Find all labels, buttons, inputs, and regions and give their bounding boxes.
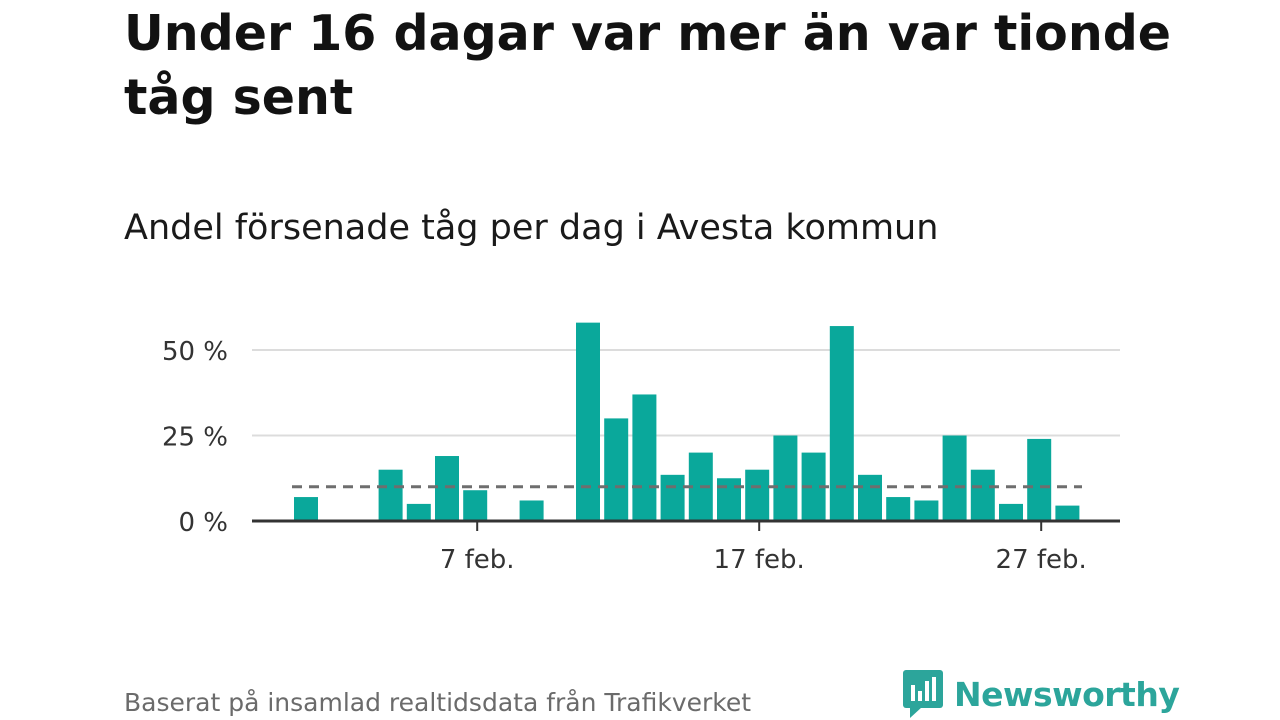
- bar: [519, 500, 544, 521]
- x-tick-label: 17 feb.: [714, 545, 805, 575]
- bar-chart-speech-bubble-icon: [903, 670, 943, 718]
- y-tick-label: 50 %: [162, 337, 228, 367]
- bar: [829, 326, 854, 521]
- y-axis-labels: 0 % 25 % 50 %: [162, 337, 228, 538]
- y-tick-label: 25 %: [162, 423, 228, 453]
- x-axis: [252, 519, 1120, 531]
- bar: [745, 469, 770, 521]
- bar: [773, 435, 798, 521]
- bar: [435, 456, 459, 521]
- bars: [294, 322, 1080, 521]
- grid-lines: [252, 349, 1120, 437]
- bar: [406, 503, 431, 521]
- bar: [858, 474, 882, 521]
- bar: [463, 490, 488, 521]
- source-note: Baserat på insamlad realtidsdata från Tr…: [124, 688, 752, 717]
- bar: [886, 497, 911, 521]
- x-tick-label: 7 feb.: [440, 545, 515, 575]
- bar: [999, 503, 1023, 521]
- bar: [378, 469, 403, 521]
- bar: [1027, 438, 1052, 521]
- bar: [942, 435, 967, 521]
- bar: [717, 478, 741, 521]
- bar: [970, 469, 995, 521]
- newsworthy-logo: Newsworthy: [902, 668, 1180, 720]
- chart-subtitle: Andel försenade tåg per dag i Avesta kom…: [124, 208, 939, 248]
- y-tick-label: 0 %: [178, 508, 228, 538]
- brand-name: Newsworthy: [954, 674, 1180, 714]
- bar: [604, 418, 629, 521]
- bar-chart: 0 % 25 % 50 % 7 feb. 17 feb. 27 feb.: [162, 322, 1120, 575]
- x-tick-label: 27 feb.: [996, 545, 1087, 575]
- bar: [660, 474, 685, 521]
- bar: [914, 500, 939, 521]
- x-axis-labels: 7 feb. 17 feb. 27 feb.: [440, 545, 1087, 575]
- bar: [576, 322, 600, 521]
- bar: [1055, 505, 1080, 521]
- bar: [294, 497, 318, 521]
- bar: [632, 394, 657, 521]
- chart-title: Under 16 dagar var mer än var tionde tåg…: [124, 5, 1172, 126]
